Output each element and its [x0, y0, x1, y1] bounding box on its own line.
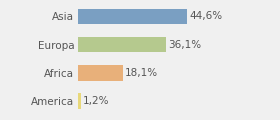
Bar	[78, 65, 123, 81]
Text: 1,2%: 1,2%	[83, 96, 110, 106]
Bar	[78, 93, 81, 109]
Text: 36,1%: 36,1%	[168, 40, 202, 50]
Text: 18,1%: 18,1%	[125, 68, 158, 78]
Text: 44,6%: 44,6%	[189, 11, 222, 21]
Bar	[78, 37, 166, 52]
Bar	[78, 9, 187, 24]
